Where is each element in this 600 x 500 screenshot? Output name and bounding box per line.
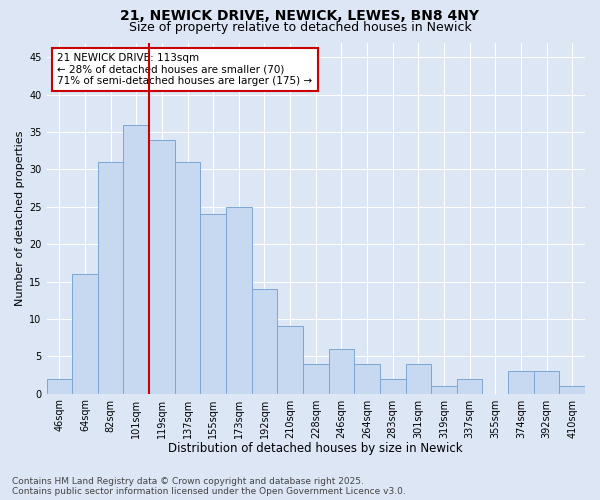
X-axis label: Distribution of detached houses by size in Newick: Distribution of detached houses by size …: [169, 442, 463, 455]
Bar: [457, 378, 482, 394]
Bar: [175, 162, 200, 394]
Bar: [431, 386, 457, 394]
Bar: [380, 378, 406, 394]
Bar: [508, 371, 534, 394]
Bar: [406, 364, 431, 394]
Bar: [329, 349, 354, 394]
Bar: [534, 371, 559, 394]
Bar: [559, 386, 585, 394]
Text: Contains HM Land Registry data © Crown copyright and database right 2025.
Contai: Contains HM Land Registry data © Crown c…: [12, 476, 406, 496]
Bar: [277, 326, 303, 394]
Y-axis label: Number of detached properties: Number of detached properties: [15, 130, 25, 306]
Bar: [251, 289, 277, 394]
Text: Size of property relative to detached houses in Newick: Size of property relative to detached ho…: [128, 21, 472, 34]
Text: 21 NEWICK DRIVE: 113sqm
← 28% of detached houses are smaller (70)
71% of semi-de: 21 NEWICK DRIVE: 113sqm ← 28% of detache…: [57, 53, 313, 86]
Bar: [149, 140, 175, 394]
Text: 21, NEWICK DRIVE, NEWICK, LEWES, BN8 4NY: 21, NEWICK DRIVE, NEWICK, LEWES, BN8 4NY: [121, 9, 479, 23]
Bar: [98, 162, 124, 394]
Bar: [226, 207, 251, 394]
Bar: [354, 364, 380, 394]
Bar: [124, 124, 149, 394]
Bar: [72, 274, 98, 394]
Bar: [200, 214, 226, 394]
Bar: [303, 364, 329, 394]
Bar: [47, 378, 72, 394]
